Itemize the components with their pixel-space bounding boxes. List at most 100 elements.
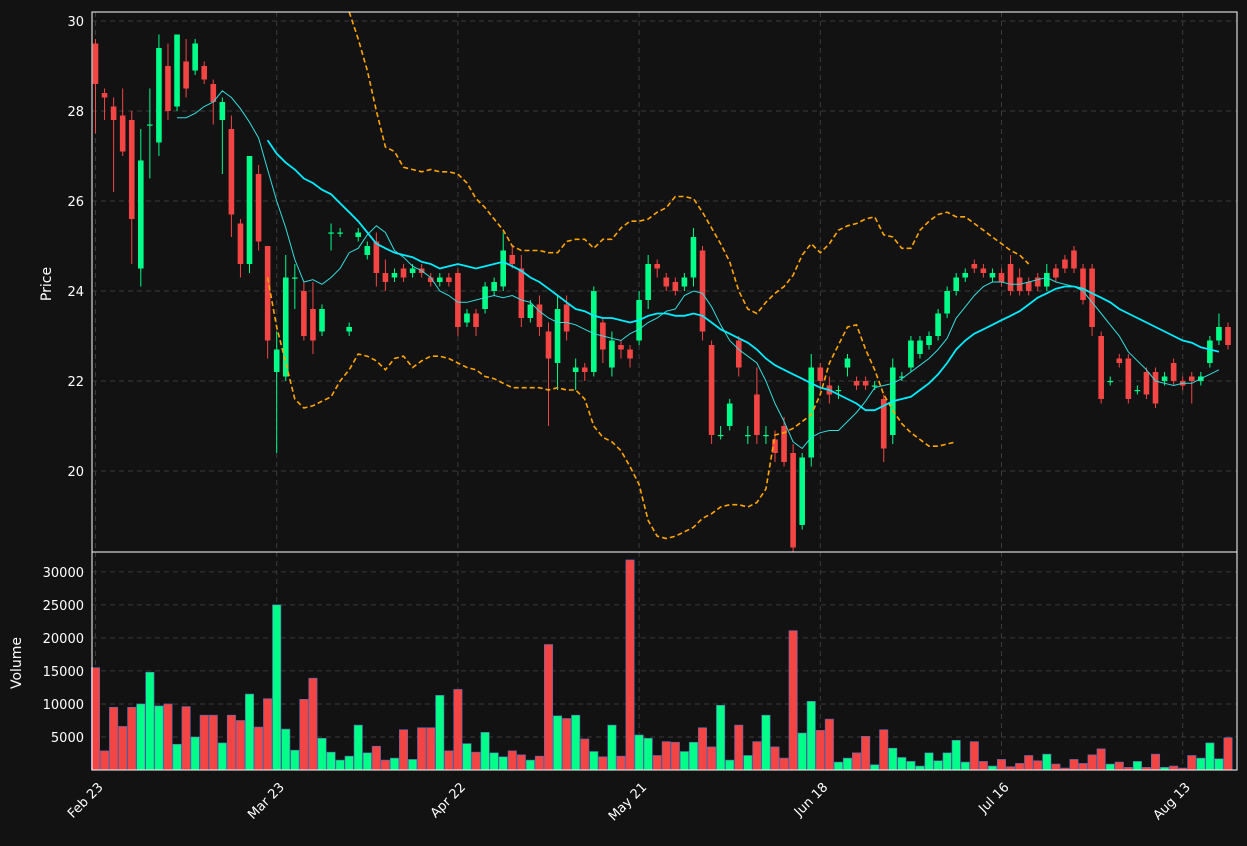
candle-body [871,385,878,387]
volume-bar [725,759,735,771]
candle-body [781,426,787,462]
candle-body [1207,340,1213,363]
volume-bar [426,727,436,771]
volume-bar [1132,761,1142,771]
volume-bar [145,671,155,771]
volume-bar [344,755,354,771]
volume-bar [326,751,336,771]
candle-body [853,381,860,386]
candle-body [246,156,253,264]
volume-bar [1205,742,1215,771]
volume-bar [254,726,264,771]
candle-body [292,277,298,279]
volume-bar [779,757,789,771]
volume-axis-label: Volume [9,637,25,689]
volume-bar [1214,758,1224,771]
volume-bar [833,761,843,771]
volume-bar [1051,763,1061,771]
volume-bar [670,741,680,771]
candle-body [627,349,633,359]
candle-body [165,66,171,111]
volume-bar [1033,760,1043,771]
candle-body [953,277,959,291]
candle-body [147,124,153,126]
volume-bar [1069,759,1079,771]
candle-body [1152,372,1159,404]
volume-tick-label: 15000 [43,665,84,680]
candle-body [763,435,769,437]
volume-bar [951,739,961,771]
candle-body [1034,277,1041,287]
candle-body [264,246,271,341]
volume-bar [136,703,146,771]
volume-bar [707,746,717,771]
volume-bar [272,604,282,771]
candle-body [1044,273,1050,287]
candle-body [754,394,760,435]
candle-body [436,277,443,282]
candle-body [935,313,941,336]
candle-body [926,336,932,345]
volume-bar [109,706,119,771]
volume-bar [924,752,934,771]
volume-bar [616,755,626,771]
volume-bar [462,743,472,771]
volume-bar [870,764,880,771]
candle-body [835,390,842,392]
candle-body [92,43,99,84]
volume-bar [1196,757,1206,771]
candle-body [880,399,887,449]
candle-body [1107,381,1114,383]
volume-bar [471,751,481,771]
volume-bar [154,705,164,771]
candle-body [473,313,479,327]
candle-body [699,250,706,332]
volume-bar [435,695,445,771]
slow-moving-average-line [266,139,1220,412]
candle-body [201,66,208,80]
volume-bar [598,756,608,771]
candle-body [156,48,162,143]
candle-body [681,277,688,287]
candle-body [899,376,905,378]
candle-body [998,273,1005,282]
volume-bar [1223,737,1233,771]
volume-bar [942,752,952,771]
volume-bar [525,759,535,771]
volume-bar [263,698,273,771]
candle-body [282,277,289,377]
volume-bar [842,757,852,771]
volume-bar [996,759,1006,771]
candle-body [654,264,661,269]
volume-bar [852,752,862,771]
volume-bar [761,714,771,771]
candle-body [1062,259,1068,269]
volume-bar [489,752,499,771]
candle-body [1143,372,1150,395]
candle-body [1098,336,1104,399]
candle-body [844,358,851,368]
candle-body [237,223,244,264]
candle-body [110,106,117,120]
candle-body [346,327,352,332]
volume-bar [743,755,753,771]
volume-bar [797,732,807,771]
volume-bar [607,724,617,771]
volume-bar [543,644,553,771]
volume-bar [1151,753,1161,771]
volume-bar [516,754,526,771]
volume-bar [553,715,563,771]
candle-body [690,237,697,278]
candle-body [228,129,235,215]
candle-body [581,367,588,372]
candle-body [1053,268,1059,278]
volume-bar [625,559,635,771]
volume-bar [172,743,182,771]
volume-bar [290,749,300,771]
volume-bar [127,706,137,771]
volume-bar [1169,765,1179,771]
volume-bar [634,734,644,771]
candle-body [772,439,778,453]
volume-bar [716,704,726,771]
volume-bar [915,765,925,771]
